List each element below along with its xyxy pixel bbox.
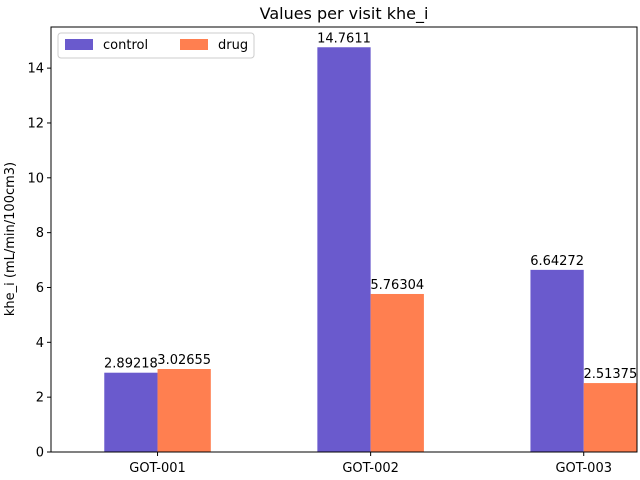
- bar-drug: [583, 383, 637, 452]
- x-tick-label: GOT-002: [342, 461, 399, 476]
- bar-drug: [157, 369, 211, 452]
- x-tick-label: GOT-003: [555, 461, 612, 476]
- legend-label-drug: drug: [218, 38, 248, 53]
- bar-series: [104, 47, 637, 452]
- plot-frame: [50, 26, 638, 453]
- bar-value-labels: 2.89218 14.7611 6.64272 3.02655 5.76304 2.513…: [104, 31, 637, 382]
- bar-value-label: 3.02655: [157, 353, 211, 368]
- y-tick-label: 8: [36, 226, 44, 241]
- x-tick-label: GOT-001: [129, 461, 186, 476]
- bar-value-label: 2.51375: [583, 367, 637, 382]
- y-tick-label: 10: [27, 171, 44, 186]
- chart-title: Values per visit khe_i: [260, 4, 429, 24]
- bar-value-label: 2.89218: [104, 357, 158, 372]
- y-tick-label: 2: [36, 391, 44, 406]
- legend-label-control: control: [103, 38, 148, 53]
- y-tick-label: 0: [36, 446, 44, 461]
- y-axis-title: khe_i (mL/min/100cm3): [3, 162, 18, 316]
- y-tick-label: 12: [27, 116, 44, 131]
- bar-control: [317, 47, 371, 452]
- legend-swatch-control: [65, 39, 93, 50]
- bar-drug: [370, 293, 424, 452]
- bar-value-label: 14.7611: [317, 31, 371, 46]
- bar-control: [530, 269, 584, 452]
- axis-ticks: 0 2 4 6 8 10 12 14 GOT-001 GOT-002 GOT-003: [27, 62, 612, 476]
- y-tick-label: 6: [36, 281, 44, 296]
- legend: control drug: [57, 32, 255, 59]
- bar-value-label: 6.64272: [530, 254, 584, 269]
- legend-swatch-drug: [180, 39, 208, 50]
- y-tick-label: 14: [27, 62, 44, 77]
- bar-control: [104, 372, 158, 452]
- y-tick-label: 4: [36, 336, 44, 351]
- bar-value-label: 5.76304: [370, 278, 424, 293]
